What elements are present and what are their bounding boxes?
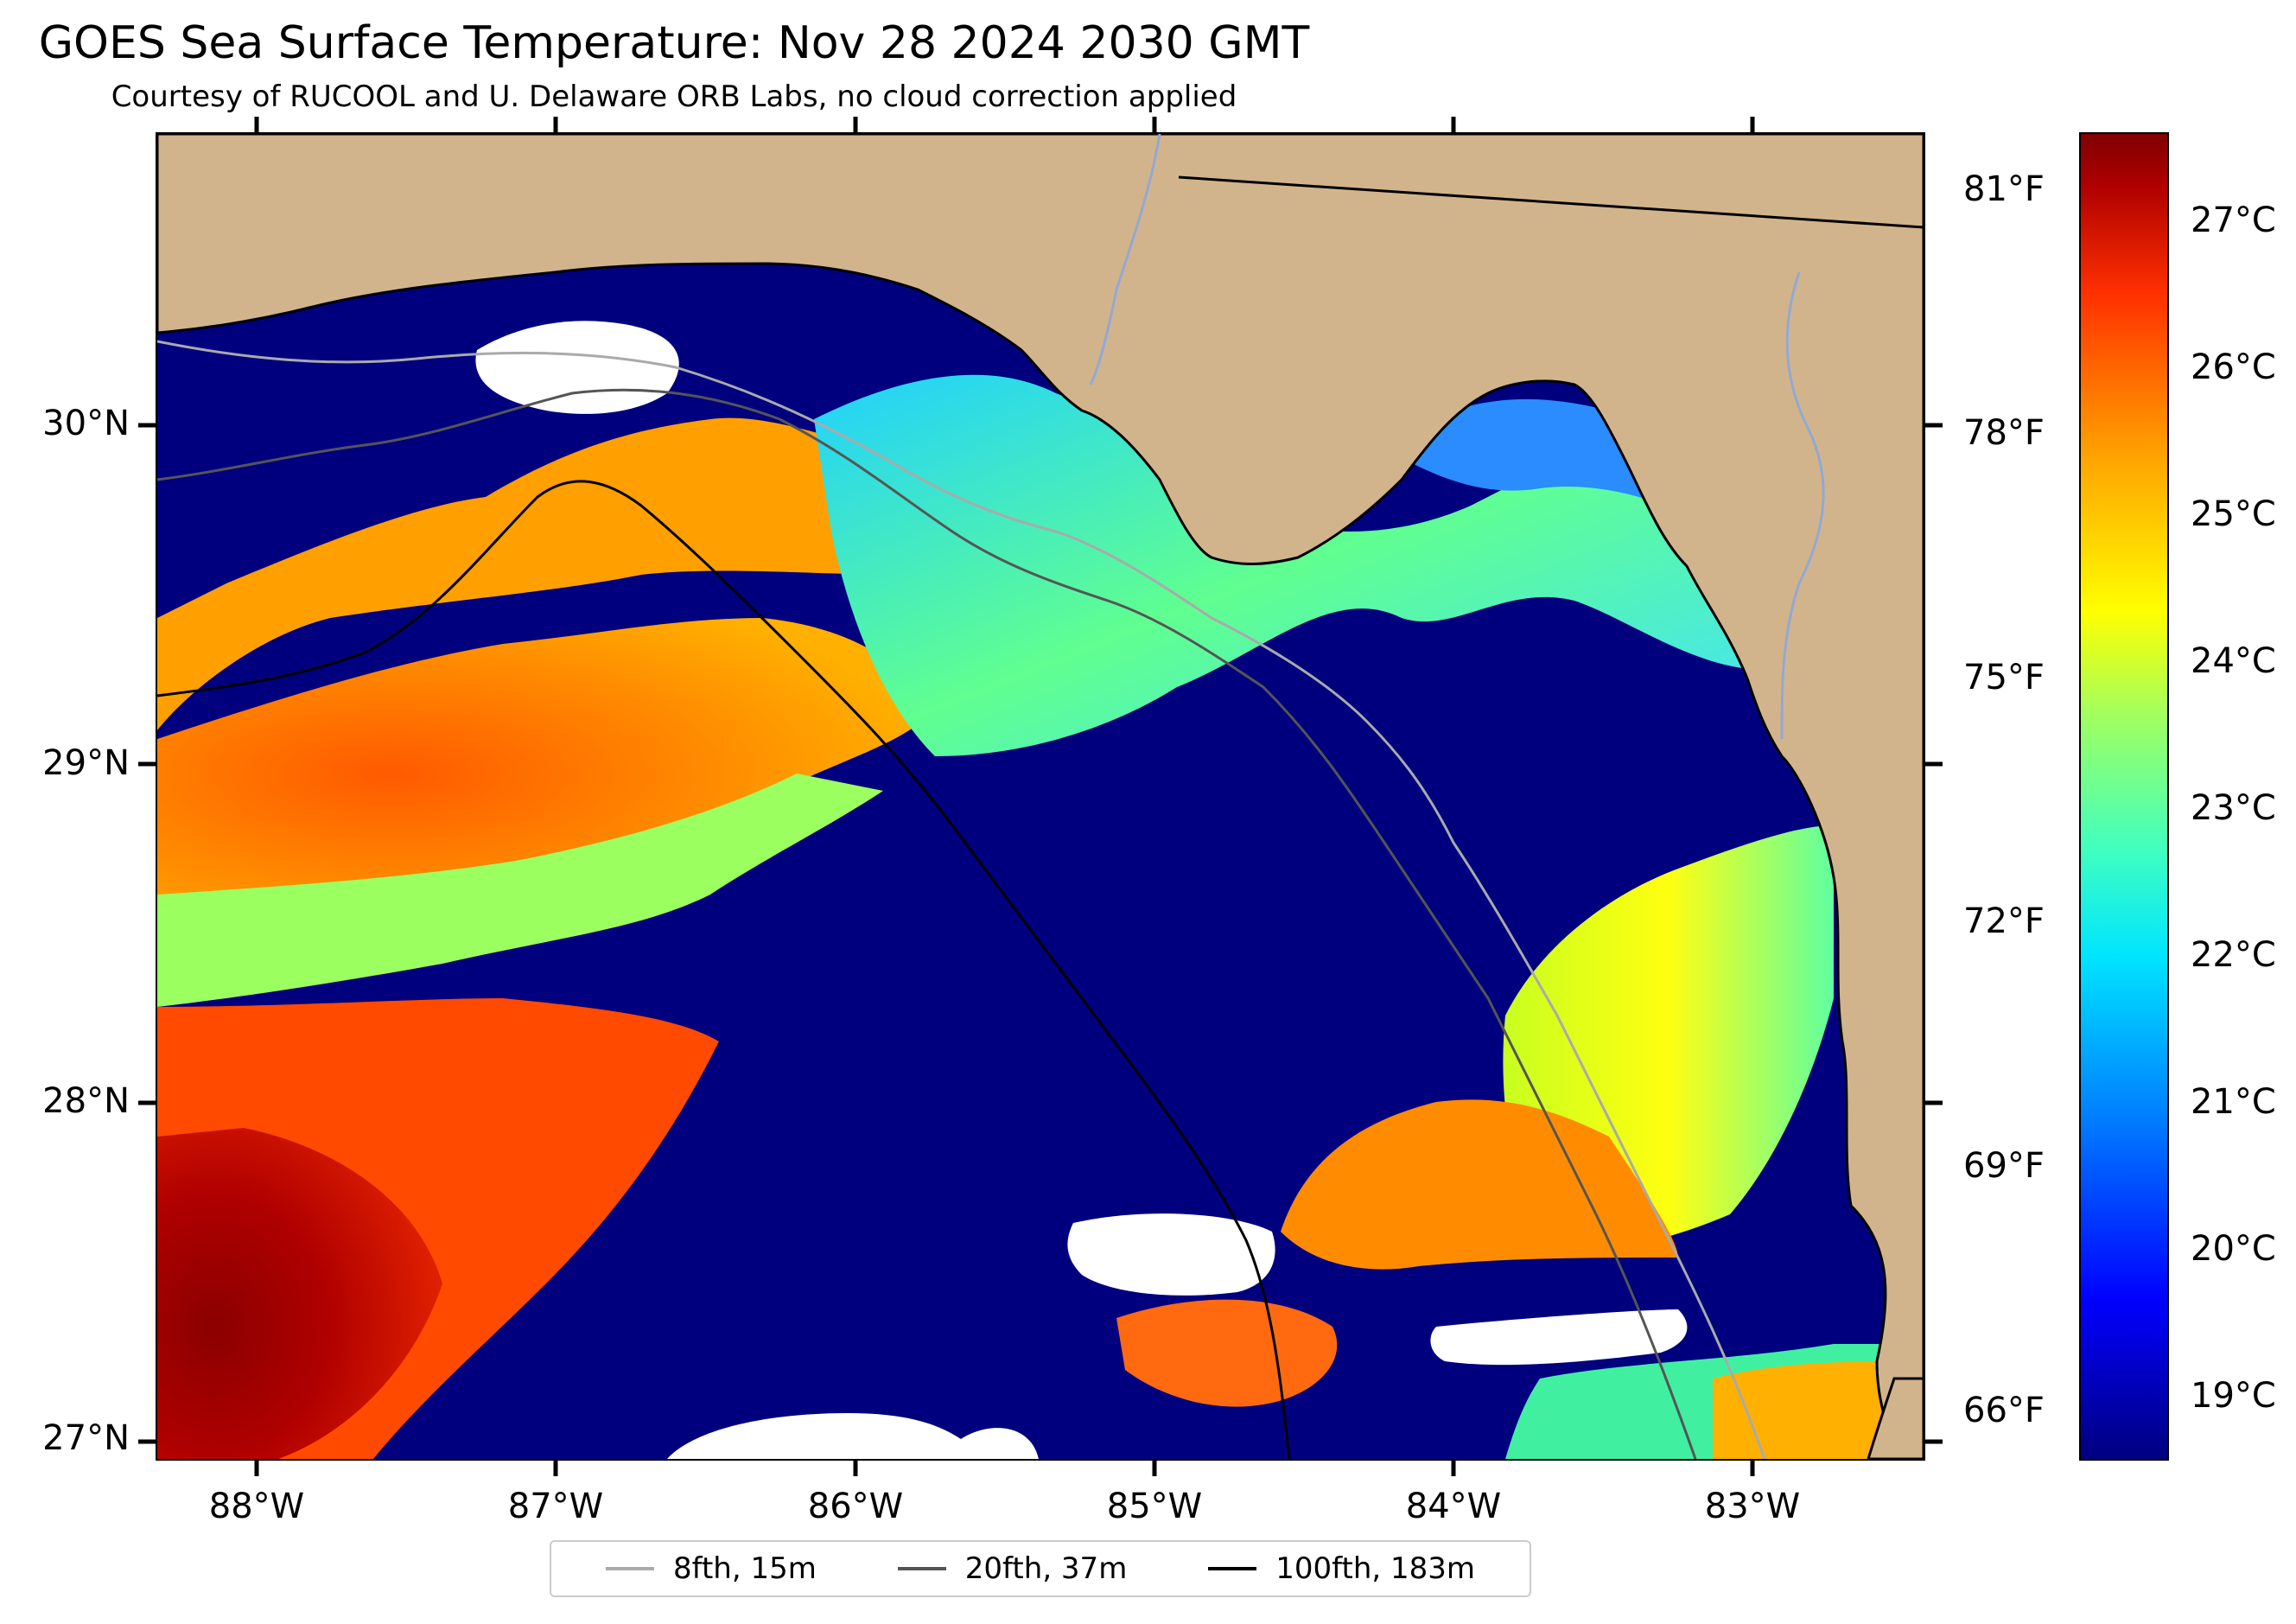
- colorbar-label: 27°C: [2191, 201, 2276, 240]
- colorbar-label: 25°C: [2191, 494, 2276, 534]
- legend-label: 100fth, 183m: [1275, 1551, 1476, 1586]
- sst-east-orange: [1281, 1099, 1678, 1270]
- fahrenheit-label: 72°F: [1963, 901, 2045, 941]
- fahrenheit-label: 66°F: [1963, 1391, 2045, 1430]
- colorbar-label: 20°C: [2191, 1229, 2276, 1269]
- colorbar-label: 23°C: [2191, 788, 2276, 828]
- colorbar-label: 21°C: [2191, 1082, 2276, 1122]
- fahrenheit-label: 75°F: [1963, 658, 2045, 697]
- lon-label: 85°W: [1106, 1487, 1203, 1526]
- sst-south-orange: [1116, 1299, 1338, 1407]
- lon-label: 83°W: [1704, 1487, 1801, 1526]
- lat-label: 28°N: [42, 1081, 130, 1121]
- colorbar-label: 26°C: [2191, 347, 2276, 387]
- fahrenheit-label: 78°F: [1963, 413, 2045, 453]
- lon-label: 87°W: [507, 1487, 604, 1526]
- legend-item: 100fth, 183m: [1208, 1551, 1475, 1586]
- legend-line-100fth: [1208, 1567, 1257, 1570]
- colorbar-label: 19°C: [2191, 1376, 2276, 1416]
- isobath-8fth: [157, 340, 1766, 1459]
- river: [1780, 271, 1825, 740]
- isobath-100fth: [157, 480, 1291, 1459]
- sst-big-bend-band: [814, 374, 1771, 756]
- colorbar: [2079, 132, 2169, 1461]
- legend-line-8fth: [605, 1567, 654, 1570]
- lat-label: 27°N: [42, 1418, 130, 1458]
- lon-label: 84°W: [1405, 1487, 1502, 1526]
- legend-label: 20fth, 37m: [964, 1551, 1128, 1586]
- isobath-legend: 8fth, 15m 20fth, 37m 100fth, 183m: [550, 1540, 1531, 1597]
- legend-line-20fth: [897, 1567, 946, 1570]
- isobath-20fth: [157, 388, 1697, 1459]
- colorbar-label: 24°C: [2191, 641, 2276, 681]
- lon-label: 86°W: [807, 1487, 904, 1526]
- no-data-mid: [1067, 1213, 1275, 1296]
- map-subtitle: Courtesy of RUCOOL and U. Delaware ORB L…: [111, 80, 1237, 114]
- legend-label: 8fth, 15m: [672, 1551, 817, 1586]
- state-boundary: [1178, 175, 1924, 229]
- fahrenheit-label: 81°F: [1963, 169, 2045, 209]
- sst-south-orange-east: [1713, 1361, 1924, 1459]
- legend-item: 20fth, 37m: [897, 1551, 1128, 1586]
- sst-warm-west-core: [157, 618, 935, 902]
- lat-label: 29°N: [42, 743, 130, 783]
- no-data-east: [1430, 1309, 1688, 1366]
- sst-map: [156, 132, 1925, 1461]
- land-south-east: [1867, 1377, 1924, 1459]
- land-north: [157, 134, 1924, 1459]
- river: [1089, 134, 1161, 385]
- lat-label: 30°N: [42, 404, 130, 443]
- sst-green-fringe-west: [157, 774, 883, 1007]
- lon-label: 88°W: [208, 1487, 305, 1526]
- fahrenheit-label: 69°F: [1963, 1146, 2045, 1186]
- legend-item: 8fth, 15m: [605, 1551, 817, 1586]
- map-title: GOES Sea Surface Temperature: Nov 28 202…: [38, 17, 1310, 69]
- no-data-south: [667, 1413, 1039, 1459]
- sst-hot-corner: [157, 1128, 442, 1459]
- colorbar-label: 22°C: [2191, 935, 2276, 975]
